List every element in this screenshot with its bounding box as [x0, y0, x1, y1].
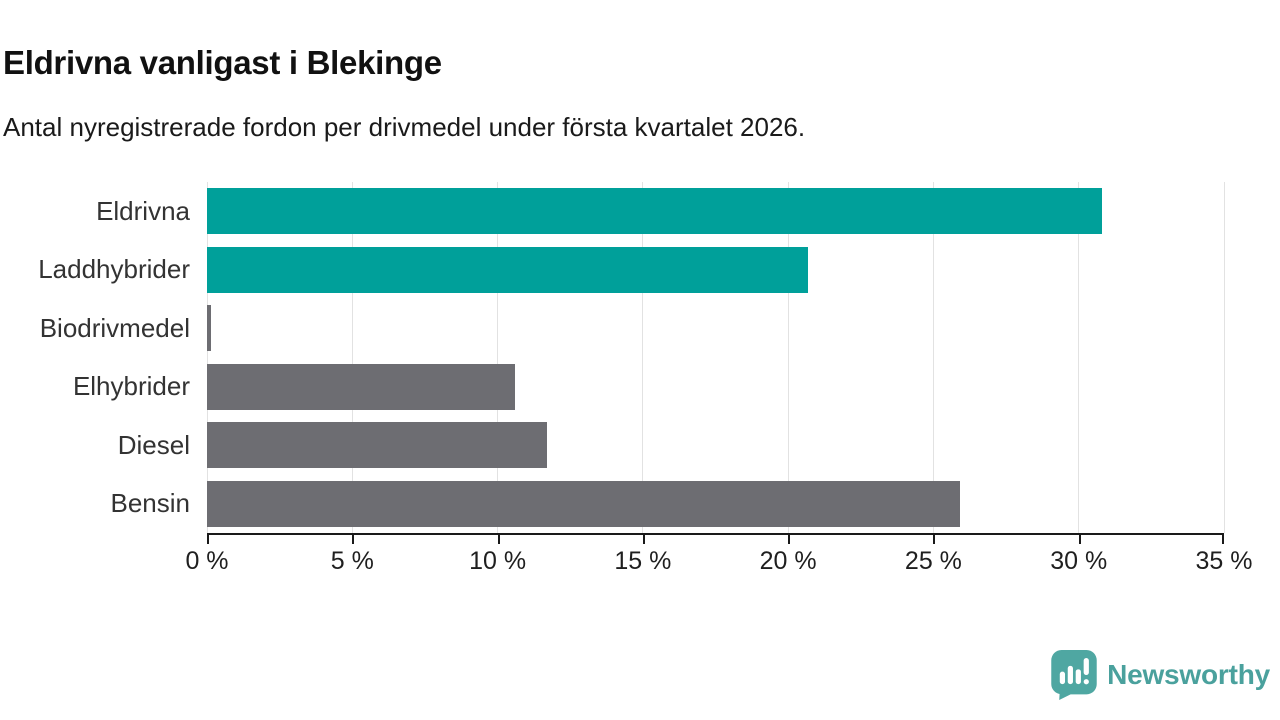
x-axis-tick-label: 20 %: [759, 547, 817, 575]
category-label: Bensin: [110, 488, 191, 519]
x-axis-tick: [642, 535, 645, 544]
x-axis-tick-label: 0 %: [185, 547, 229, 575]
category-label: Laddhybrider: [38, 254, 190, 285]
bar-laddhybrider: [207, 246, 809, 293]
x-axis-tick: [933, 535, 936, 544]
x-axis-tick-label: 15 %: [614, 547, 672, 575]
category-label: Biodrivmedel: [39, 312, 190, 343]
x-axis-tick: [207, 535, 209, 544]
gridline: [787, 182, 789, 533]
gridline: [642, 182, 644, 533]
x-axis-tick: [497, 535, 500, 544]
gridline: [1223, 182, 1225, 533]
x-axis-tick: [1222, 535, 1224, 544]
gridline: [351, 182, 353, 533]
category-label: Elhybrider: [72, 371, 190, 402]
newsworthy-logo-icon: [1051, 650, 1097, 700]
x-axis: 0 % 5 % 10 % 15 % 20 % 25 % 30 % 35 %: [185, 533, 1252, 583]
bar-eldrivna: [207, 188, 1102, 235]
page-subtitle: Antal nyregistrerade fordon per drivmede…: [3, 112, 806, 142]
newsworthy-logo[interactable]: Newsworthy: [1051, 650, 1270, 700]
bar-biodrivmedel: [207, 305, 212, 352]
x-axis-tick-label: 25 %: [904, 547, 962, 575]
bar-elhybrider: [207, 363, 515, 410]
x-axis-tick: [352, 535, 355, 544]
bar-diesel: [207, 422, 547, 469]
newsworthy-brand-text: Newsworthy: [1107, 659, 1270, 690]
page-title: Eldrivna vanligast i Blekinge: [3, 44, 442, 82]
bar-bensin: [207, 480, 960, 527]
category-label: Diesel: [117, 429, 190, 460]
x-axis-tick-label: 10 %: [469, 547, 527, 575]
x-axis-tick: [788, 535, 791, 544]
x-axis-tick-label: 5 %: [330, 547, 374, 575]
x-axis-tick: [1078, 535, 1081, 544]
y-axis-labels: Eldrivna Laddhybrider Biodrivmedel Elhybrid…: [0, 182, 190, 533]
x-axis-tick-label: 30 %: [1050, 547, 1108, 575]
gridline: [1078, 182, 1080, 533]
category-label: Eldrivna: [96, 195, 190, 226]
gridline: [206, 182, 208, 533]
gridline: [497, 182, 499, 533]
gridline: [932, 182, 934, 533]
x-axis-tick-label: 35 %: [1195, 547, 1253, 575]
x-axis-line: [207, 533, 1224, 535]
plot-area: [206, 182, 1225, 533]
